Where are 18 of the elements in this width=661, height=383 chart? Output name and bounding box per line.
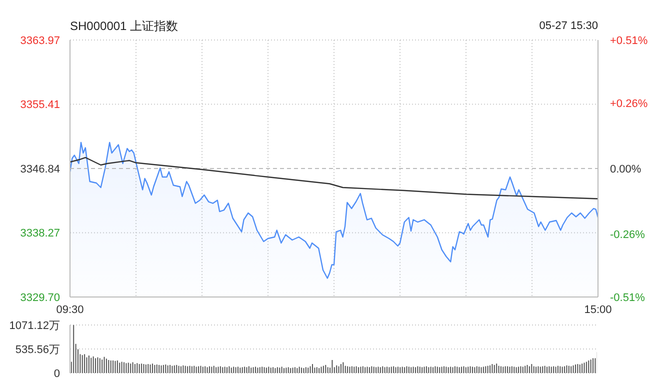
y-tick-label: 1071.12万 [9,320,60,332]
y-tick-label: 3346.84 [20,163,60,176]
y-tick-label: 3329.70 [20,292,60,304]
y2-tick-label: +0.51% [610,35,648,47]
x-tick-label: 09:30 [56,304,84,316]
line-series [70,156,598,200]
y-tick-label: 3355.41 [20,99,60,112]
y-tick-label: 3363.97 [20,35,60,47]
y-tick-label: 3338.27 [20,228,60,240]
y-tick-label: 535.56万 [15,344,60,356]
y2-tick-label: -0.51% [610,292,646,304]
y2-tick-label: -0.26% [610,229,646,242]
y2-tick-label: +0.26% [610,98,648,110]
y2-tick-label: 0.00% [610,164,642,176]
text: 05-27 15:30 [539,20,598,32]
x-tick-label: 15:00 [584,304,612,316]
y-tick-label: 0 [54,368,60,380]
chart-title: SH000001 上证指数 [70,18,178,35]
